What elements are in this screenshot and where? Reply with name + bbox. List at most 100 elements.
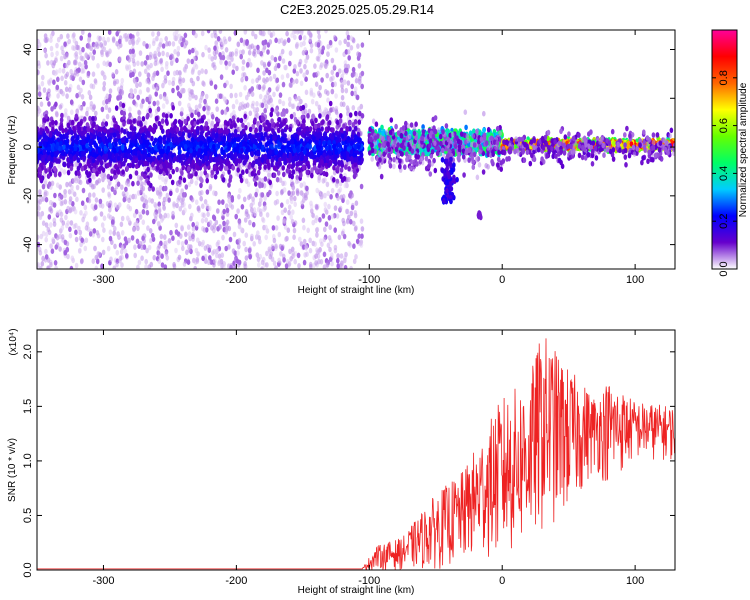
spectrogram-cell [153, 137, 158, 143]
spectrogram-cell [46, 60, 50, 66]
spectrogram-cell [63, 249, 68, 256]
spectrogram-cell [164, 240, 169, 246]
spectrogram-cell [186, 259, 191, 266]
spectrogram-cell [119, 85, 124, 91]
spectrogram-cell [255, 150, 260, 157]
spectrogram-cell [131, 48, 135, 54]
spectrogram-cell [45, 190, 49, 197]
spectrogram-cell [177, 100, 182, 107]
spectrogram-cell [44, 231, 49, 238]
spectrogram-cell [182, 261, 187, 267]
spectrogram-cell [88, 231, 93, 237]
spectrogram-cell [59, 140, 63, 147]
spectrogram-cell [68, 181, 72, 187]
spectrogram-cell [255, 133, 260, 139]
spectrogram-cell [220, 44, 224, 50]
spectrogram-cell [134, 157, 139, 164]
spectrogram-cell [248, 62, 253, 68]
spectrogram-cell [343, 255, 347, 261]
spectrogram-cell [210, 225, 214, 231]
spectrogram-cell [227, 198, 231, 204]
spectrogram-cell [336, 195, 340, 201]
spectrogram-cell [132, 212, 137, 219]
spectrogram-cell [349, 193, 353, 200]
spectrogram-cell [189, 178, 194, 185]
spectrogram-cell [100, 51, 104, 58]
spectrogram-cell [191, 232, 195, 238]
spectrogram-cell [84, 237, 89, 244]
spectrogram-cell [323, 201, 328, 208]
spectrogram-cell [88, 146, 92, 152]
spectrogram-cell [94, 254, 99, 261]
spectrogram-cell [194, 247, 199, 254]
spectrogram-cell [178, 76, 182, 82]
spectrogram-cell [54, 101, 58, 108]
spectrogram-cell [73, 69, 78, 76]
spectrogram-cell [324, 221, 329, 227]
spectrogram-cell [244, 75, 249, 82]
spectrogram-cell [141, 235, 145, 241]
spectrogram-cell [359, 183, 364, 190]
spectrogram-cell [112, 230, 116, 236]
spectrogram-cell [74, 177, 79, 184]
spectrogram-cell [151, 186, 155, 192]
spectrogram-cell [157, 144, 161, 150]
spectrogram-cell [265, 262, 269, 268]
spectrogram-cell [61, 90, 65, 97]
spectrogram-cell [128, 153, 132, 160]
spectrogram-cell [119, 221, 124, 228]
spectrogram-cell [314, 215, 319, 221]
spectrogram-cell [277, 141, 281, 148]
spectrogram-cell [196, 75, 200, 82]
spectrogram-cell [184, 231, 188, 238]
spectrogram-cell [201, 239, 205, 246]
spectrogram-cell [220, 252, 225, 258]
spectrogram-cell [207, 105, 211, 112]
spectrogram-cell [201, 255, 205, 262]
spectrogram-cell [121, 102, 126, 109]
spectrogram-cell [236, 136, 240, 143]
spectrogram-cell [244, 178, 249, 184]
spectrogram-cell [326, 242, 331, 249]
spectrogram-cell [154, 56, 158, 62]
spectrogram-cell [286, 37, 291, 43]
spectrogram-cell [293, 64, 297, 70]
spectrogram-cell [250, 43, 254, 49]
spectrogram-cell [176, 239, 181, 246]
spectrogram-cell [112, 147, 117, 153]
spectrogram-cell [157, 252, 162, 258]
spectrogram-cell [205, 177, 209, 184]
spectrogram-cell [248, 246, 252, 252]
spectrogram-cell [255, 230, 260, 236]
spectrogram-cell [353, 119, 358, 125]
spectrogram-cell [74, 113, 79, 120]
spectrogram-cell [118, 258, 122, 264]
spectrogram-cell [42, 87, 47, 93]
spectrogram-cell [107, 107, 112, 113]
spectrogram-cell [222, 141, 226, 148]
spectrogram-cell [154, 86, 159, 93]
spectrogram-cell [103, 174, 107, 180]
spectrogram-cell [305, 136, 310, 142]
spectrogram-cell [188, 95, 192, 101]
spectrogram-cell [69, 68, 73, 75]
spectrogram-cell [189, 89, 193, 95]
spectrogram-cell [100, 222, 105, 228]
spectrogram-cell [160, 262, 165, 268]
spectrogram-cell [180, 170, 184, 176]
spectrogram-cell [142, 197, 146, 204]
spectrogram-cell [343, 67, 348, 74]
spectrogram-cell [177, 137, 181, 144]
spectrogram-cell [114, 69, 119, 75]
spectrogram-cell [106, 36, 111, 43]
spectrogram-cell [282, 187, 287, 193]
spectrogram-cell [66, 33, 70, 39]
spectrogram-cell [241, 122, 245, 129]
spectrogram-cell [81, 46, 85, 53]
spectrogram-cell [127, 197, 131, 204]
spectrogram-cell [288, 126, 293, 133]
spectrogram-cell [270, 55, 275, 61]
spectrogram-cell [46, 173, 51, 179]
spectrogram-cell [90, 203, 95, 210]
spectrogram-cell [107, 191, 111, 198]
